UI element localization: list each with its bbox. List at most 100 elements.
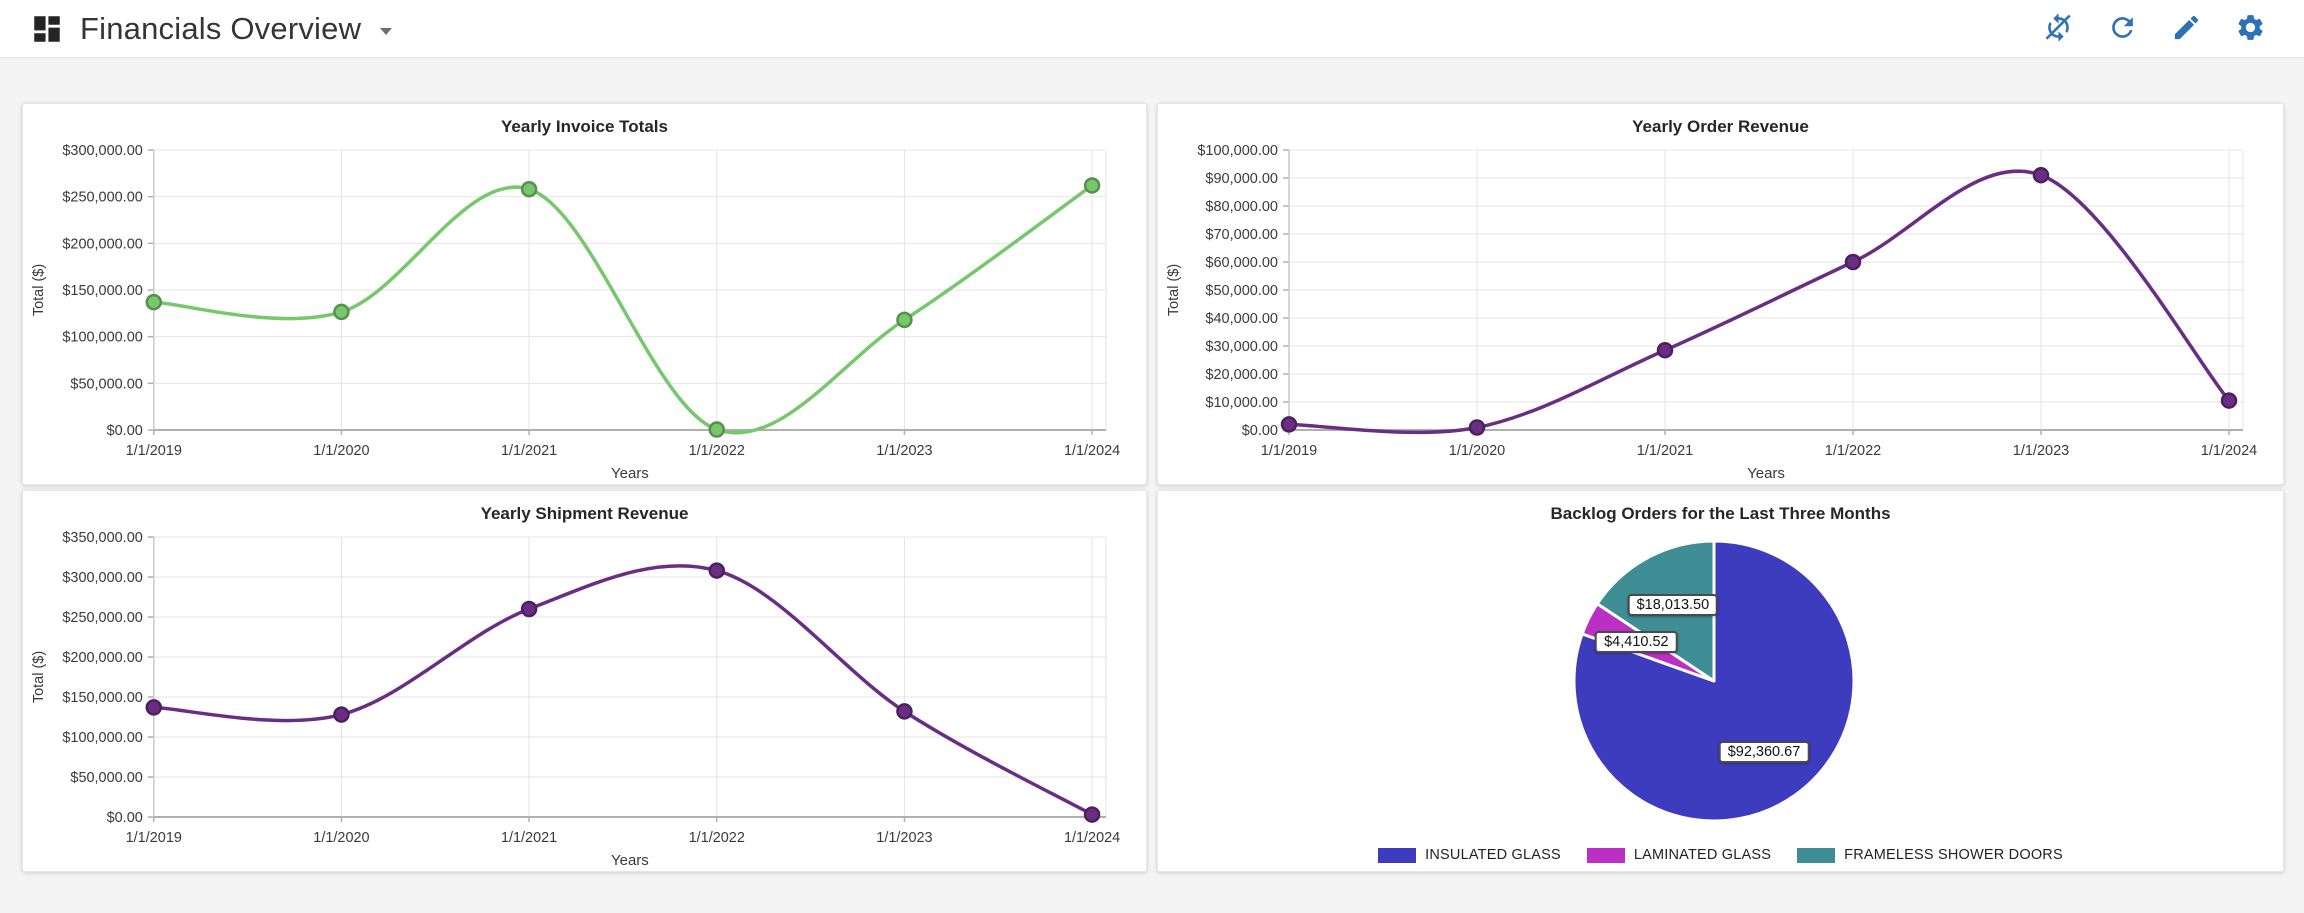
data-point-marker[interactable]: [708, 562, 725, 579]
header: Financials Overview: [0, 0, 2304, 57]
svg-text:1/1/2021: 1/1/2021: [501, 443, 557, 459]
svg-text:$20,000.00: $20,000.00: [1205, 367, 1278, 383]
svg-text:1/1/2021: 1/1/2021: [501, 830, 557, 846]
svg-text:$30,000.00: $30,000.00: [1205, 339, 1278, 355]
legend-swatch: [1378, 847, 1417, 863]
pie-value-label: $4,410.52: [1595, 631, 1678, 654]
svg-text:1/1/2022: 1/1/2022: [689, 443, 745, 459]
x-axis-title: Years: [611, 852, 649, 869]
gear-icon: [2235, 12, 2266, 46]
chart-title: Yearly Order Revenue: [1632, 117, 1809, 136]
svg-text:1/1/2023: 1/1/2023: [876, 830, 932, 846]
line-series: [1287, 169, 2231, 435]
data-point-marker[interactable]: [1656, 341, 1674, 359]
data-point-marker[interactable]: [520, 180, 538, 198]
data-point-marker[interactable]: [145, 293, 163, 311]
x-axis-title: Years: [1747, 465, 1785, 482]
svg-text:1/1/2023: 1/1/2023: [2013, 443, 2069, 459]
line-series: [152, 183, 1094, 435]
svg-text:$150,000.00: $150,000.00: [62, 283, 142, 299]
data-point-marker[interactable]: [896, 703, 913, 720]
pie-value-label: $92,360.67: [1718, 740, 1810, 763]
svg-text:$10,000.00: $10,000.00: [1205, 395, 1278, 411]
svg-text:1/1/2021: 1/1/2021: [1637, 443, 1693, 459]
dashboard-grid: Yearly Invoice Totals $0.00 $50,000.00 $10…: [22, 103, 2284, 872]
y-axis-title: Total ($): [31, 264, 47, 316]
svg-text:$50,000.00: $50,000.00: [1205, 283, 1278, 299]
chart-panel-invoice-totals: Yearly Invoice Totals $0.00 $50,000.00 $10…: [22, 103, 1147, 485]
svg-text:$250,000.00: $250,000.00: [62, 610, 142, 626]
refresh-icon: [2107, 12, 2138, 46]
chart-title: Yearly Shipment Revenue: [480, 504, 689, 523]
svg-text:$0.00: $0.00: [107, 423, 143, 439]
svg-text:$200,000.00: $200,000.00: [62, 650, 142, 666]
legend-label: LAMINATED GLASS: [1633, 847, 1772, 863]
data-point-marker[interactable]: [1468, 419, 1486, 436]
edit-button[interactable]: [2171, 12, 2202, 46]
svg-text:$50,000.00: $50,000.00: [70, 770, 142, 786]
pie-value-label: $18,013.50: [1627, 593, 1719, 616]
chart-panel-backlog-orders: Backlog Orders for the Last Three Months…: [1157, 490, 2284, 872]
data-point-marker[interactable]: [1844, 253, 1862, 271]
y-axis-title: Total ($): [31, 651, 47, 703]
svg-text:1/1/2022: 1/1/2022: [689, 830, 745, 846]
line-chart-canvas: $0.00 $50,000.00 $100,000.00 $150,000.00 $20…: [31, 530, 1120, 869]
line-chart-canvas: $0.00 $50,000.00 $100,000.00 $150,000.00 $20…: [31, 143, 1120, 482]
svg-text:1/1/2024: 1/1/2024: [1064, 443, 1120, 459]
legend-swatch: [1797, 847, 1836, 863]
svg-text:$350,000.00: $350,000.00: [62, 530, 142, 546]
svg-text:1/1/2020: 1/1/2020: [313, 830, 369, 846]
settings-button[interactable]: [2235, 12, 2266, 46]
auto-refresh-off-button[interactable]: [2043, 12, 2074, 46]
data-point-marker[interactable]: [2032, 166, 2050, 184]
svg-text:$60,000.00: $60,000.00: [1205, 255, 1278, 271]
legend-label: INSULATED GLASS: [1425, 847, 1561, 863]
svg-text:$150,000.00: $150,000.00: [62, 690, 142, 706]
data-point-marker[interactable]: [520, 600, 538, 618]
legend-item-frameless-shower-doors[interactable]: FRAMELESS SHOWER DOORS: [1797, 847, 2063, 863]
svg-text:$70,000.00: $70,000.00: [1205, 227, 1278, 243]
svg-text:$80,000.00: $80,000.00: [1205, 199, 1278, 215]
svg-text:$0.00: $0.00: [107, 810, 143, 826]
svg-text:1/1/2024: 1/1/2024: [2201, 443, 2257, 459]
line-chart-invoice-totals: $0.00 $50,000.00 $100,000.00 $150,000.00 $20…: [23, 140, 1146, 484]
svg-text:$100,000.00: $100,000.00: [62, 330, 142, 346]
data-point-marker[interactable]: [145, 699, 163, 716]
svg-text:$300,000.00: $300,000.00: [62, 570, 142, 586]
svg-text:1/1/2024: 1/1/2024: [1064, 830, 1120, 846]
legend-item-insulated-glass[interactable]: INSULATED GLASS: [1378, 847, 1561, 863]
title-dropdown-caret[interactable]: [379, 24, 393, 39]
svg-text:1/1/2019: 1/1/2019: [126, 830, 182, 846]
data-point-marker[interactable]: [708, 421, 725, 438]
data-point-marker[interactable]: [1083, 806, 1101, 823]
y-axis-title: Total ($): [1166, 264, 1182, 316]
auto-refresh-off-icon: [2043, 12, 2074, 46]
data-point-marker[interactable]: [2220, 392, 2238, 409]
data-point-marker[interactable]: [333, 706, 350, 723]
header-title-group: Financials Overview: [0, 11, 393, 47]
chart-panel-order-revenue: Yearly Order Revenue $0.00 $10,000.00 $20,…: [1157, 103, 2284, 485]
data-point-marker[interactable]: [1280, 416, 1298, 433]
pie-chart-backlog-orders: $92,360.67 $4,410.52 $18,013.50: [1158, 527, 2283, 837]
data-point-marker[interactable]: [1083, 177, 1101, 194]
svg-text:1/1/2019: 1/1/2019: [1261, 443, 1317, 459]
legend-swatch: [1586, 847, 1625, 863]
legend-label: FRAMELESS SHOWER DOORS: [1844, 847, 2063, 863]
refresh-button[interactable]: [2107, 12, 2138, 46]
chart-title: Backlog Orders for the Last Three Months: [1550, 504, 1891, 523]
data-point-marker[interactable]: [896, 311, 913, 329]
page-title: Financials Overview: [80, 10, 362, 46]
data-point-marker[interactable]: [333, 303, 350, 321]
legend-item-laminated-glass[interactable]: LAMINATED GLASS: [1586, 847, 1772, 863]
svg-text:$100,000.00: $100,000.00: [62, 730, 142, 746]
line-chart-shipment-revenue: $0.00 $50,000.00 $100,000.00 $150,000.00 $20…: [23, 527, 1146, 871]
chart-panel-shipment-revenue: Yearly Shipment Revenue $0.00 $50,000.00 $…: [22, 490, 1147, 872]
dashboard-icon: [30, 12, 64, 46]
x-axis-title: Years: [611, 465, 649, 482]
svg-text:$300,000.00: $300,000.00: [62, 143, 142, 159]
svg-text:1/1/2022: 1/1/2022: [1825, 443, 1881, 459]
header-toolbar: [2010, 12, 2304, 46]
svg-text:$200,000.00: $200,000.00: [62, 236, 142, 252]
svg-text:1/1/2020: 1/1/2020: [1449, 443, 1505, 459]
line-series: [152, 563, 1094, 817]
